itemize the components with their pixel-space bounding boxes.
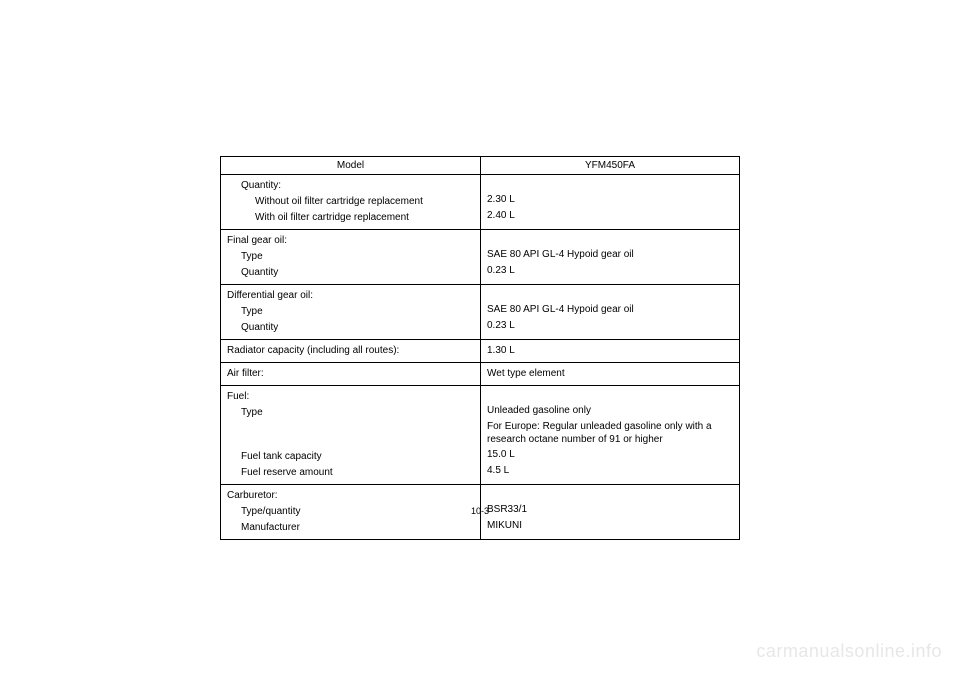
label-text: Quantity: [227, 178, 474, 194]
cell-labels: Air filter: [221, 363, 481, 385]
label-text: Quantity [227, 265, 474, 281]
label-text: Fuel: [227, 389, 474, 405]
label-text: Type [227, 249, 474, 265]
table-row: Fuel: Type Fuel tank capacity Fuel reser… [221, 386, 739, 485]
label-text: Type [227, 304, 474, 320]
value-text: 0.23 L [487, 263, 733, 279]
cell-values: Unleaded gasoline only For Europe: Regul… [481, 386, 739, 484]
label-text [227, 435, 474, 449]
cell-values: Wet type element [481, 363, 739, 385]
label-text: Manufacturer [227, 520, 474, 536]
table-row: Quantity: Without oil filter cartridge r… [221, 175, 739, 230]
value-text: For Europe: Regular unleaded gasoline on… [487, 419, 733, 447]
label-text: Radiator capacity (including all routes)… [227, 343, 474, 359]
value-text: MIKUNI [487, 518, 733, 534]
value-text: SAE 80 API GL-4 Hypoid gear oil [487, 302, 733, 318]
cell-labels: Differential gear oil: Type Quantity [221, 285, 481, 339]
cell-labels: Final gear oil: Type Quantity [221, 230, 481, 284]
watermark: carmanualsonline.info [756, 641, 942, 662]
value-text: 15.0 L [487, 447, 733, 463]
header-model-label: Model [221, 157, 481, 174]
value-text [487, 178, 733, 192]
cell-labels: Fuel: Type Fuel tank capacity Fuel reser… [221, 386, 481, 484]
header-model-value: YFM450FA [481, 157, 739, 174]
value-text: Unleaded gasoline only [487, 403, 733, 419]
value-text: SAE 80 API GL-4 Hypoid gear oil [487, 247, 733, 263]
cell-values: 2.30 L 2.40 L [481, 175, 739, 229]
value-text: 2.40 L [487, 208, 733, 224]
value-text: 1.30 L [487, 343, 733, 359]
cell-values: SAE 80 API GL-4 Hypoid gear oil 0.23 L [481, 230, 739, 284]
value-text: 4.5 L [487, 463, 733, 479]
label-text: Differential gear oil: [227, 288, 474, 304]
value-text [487, 389, 733, 403]
label-text: Final gear oil: [227, 233, 474, 249]
value-text: Wet type element [487, 366, 733, 382]
cell-values: SAE 80 API GL-4 Hypoid gear oil 0.23 L [481, 285, 739, 339]
table-row: Final gear oil: Type Quantity SAE 80 API… [221, 230, 739, 285]
label-text [227, 421, 474, 435]
label-text: With oil filter cartridge replacement [227, 210, 474, 226]
label-text: Carburetor: [227, 488, 474, 504]
table-row: Radiator capacity (including all routes)… [221, 340, 739, 363]
table-row: Differential gear oil: Type Quantity SAE… [221, 285, 739, 340]
cell-labels: Radiator capacity (including all routes)… [221, 340, 481, 362]
label-text: Without oil filter cartridge replacement [227, 194, 474, 210]
value-text: 2.30 L [487, 192, 733, 208]
page-number: 10-3 [0, 506, 960, 516]
value-text [487, 233, 733, 247]
label-text: Quantity [227, 320, 474, 336]
label-text: Fuel tank capacity [227, 449, 474, 465]
value-text [487, 488, 733, 502]
label-text: Air filter: [227, 366, 474, 382]
label-text: Type [227, 405, 474, 421]
spec-table: Model YFM450FA Quantity: Without oil fil… [220, 156, 740, 540]
table-header-row: Model YFM450FA [221, 157, 739, 175]
value-text [487, 288, 733, 302]
table-row: Air filter: Wet type element [221, 363, 739, 386]
cell-labels: Quantity: Without oil filter cartridge r… [221, 175, 481, 229]
value-text: 0.23 L [487, 318, 733, 334]
cell-values: 1.30 L [481, 340, 739, 362]
label-text: Fuel reserve amount [227, 465, 474, 481]
page: Model YFM450FA Quantity: Without oil fil… [0, 0, 960, 678]
